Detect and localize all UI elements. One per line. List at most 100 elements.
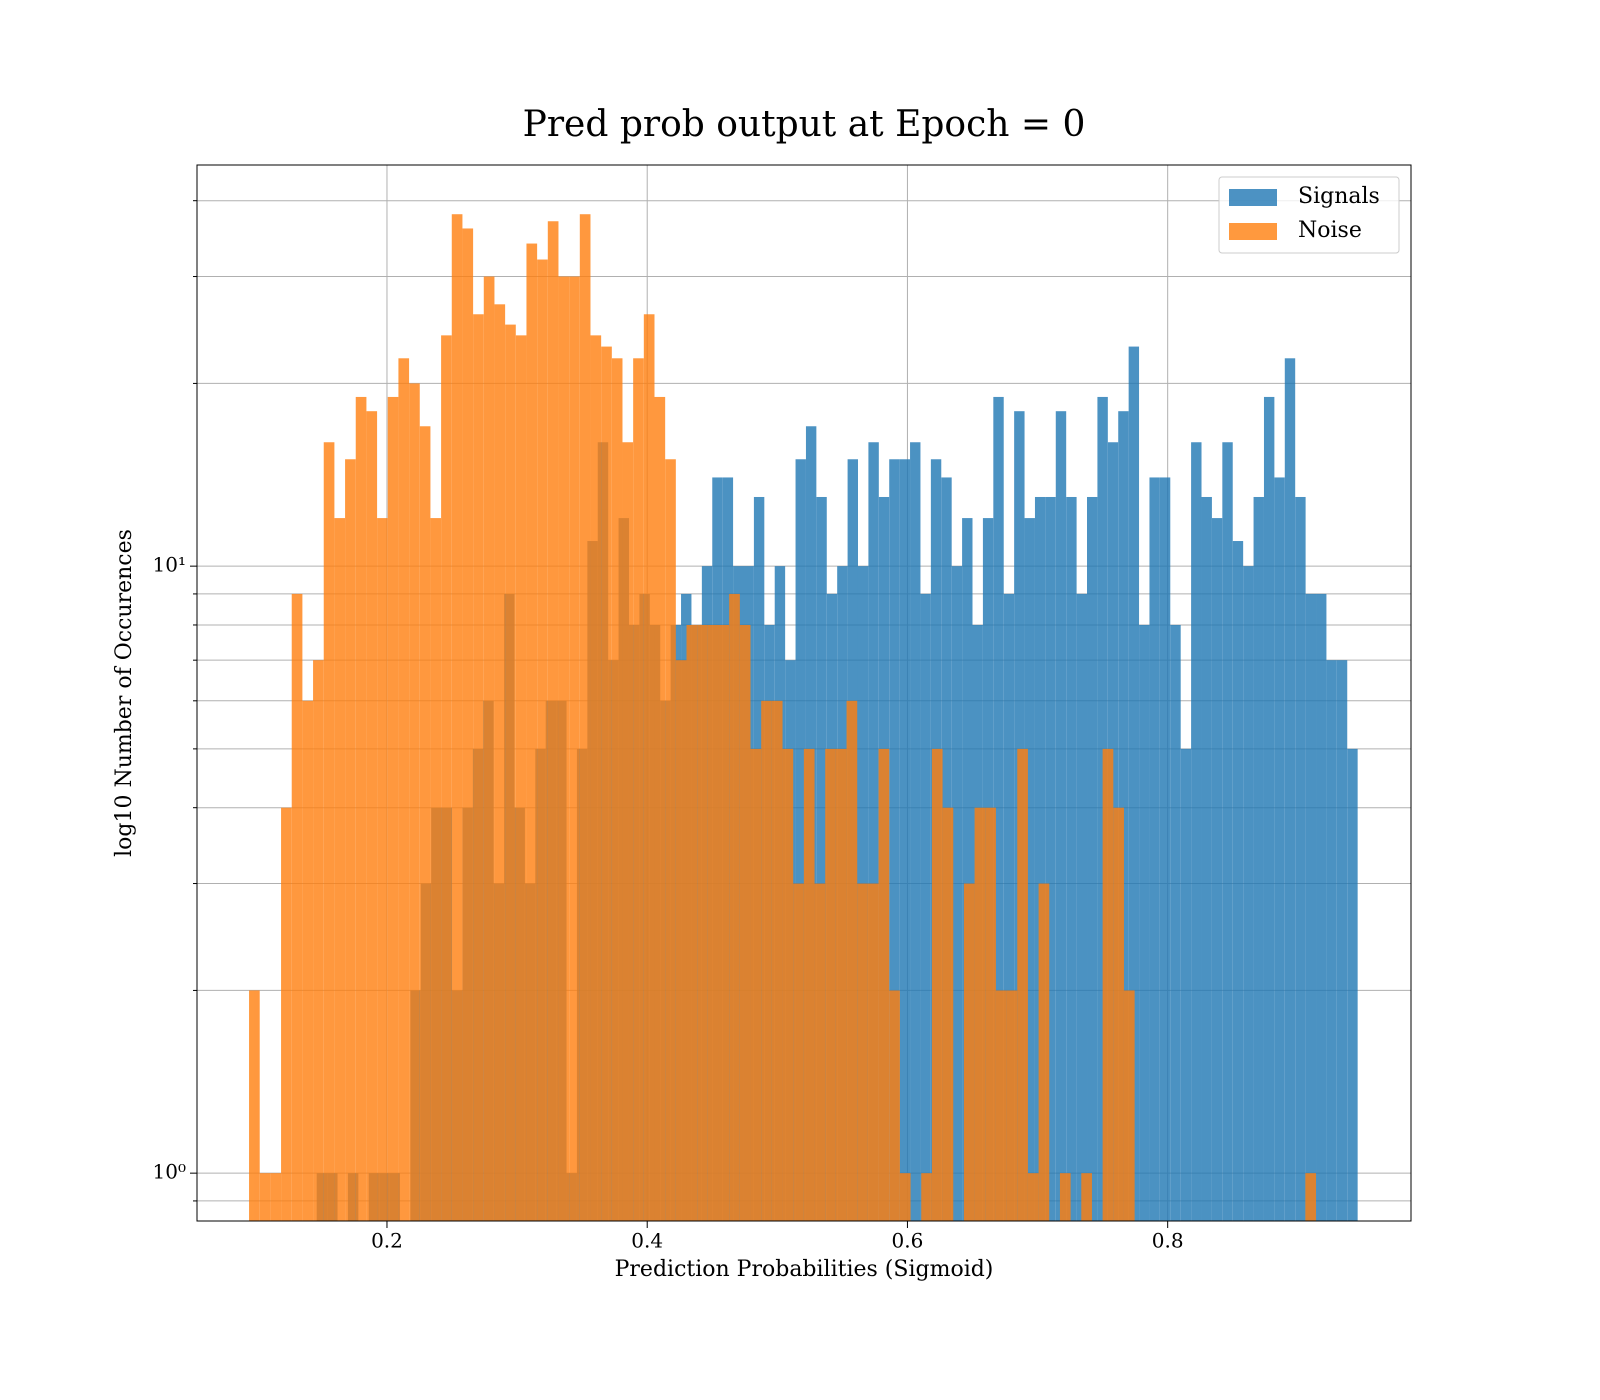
histogram-bar: [867, 883, 879, 1221]
histogram-bar: [1024, 518, 1035, 1221]
histogram-bar: [1295, 496, 1306, 1221]
histogram-bar: [249, 990, 260, 1221]
histogram-bar: [718, 624, 730, 1221]
histogram-bar: [1059, 1173, 1071, 1221]
histogram-bar: [942, 807, 954, 1221]
histogram-bar: [889, 459, 900, 1221]
histogram-bar: [259, 1173, 271, 1221]
histogram-bar: [878, 748, 890, 1221]
series-group: [249, 214, 1317, 1221]
y-axis-label: log10 Number of Occurences: [112, 529, 137, 857]
histogram-bar: [1180, 748, 1192, 1221]
histogram-bar: [1006, 990, 1018, 1221]
histogram-bar: [1191, 442, 1202, 1221]
histogram-bar: [974, 807, 986, 1221]
histogram-bar: [1305, 593, 1317, 1221]
histogram-bar: [409, 383, 420, 1221]
histogram-bar: [1081, 1173, 1092, 1221]
histogram-bar: [1274, 477, 1285, 1221]
histogram-bar: [430, 518, 442, 1221]
histogram-bar: [1222, 442, 1233, 1221]
x-tick-label: 0.8: [1152, 1229, 1184, 1253]
histogram-bar: [526, 243, 538, 1221]
histogram-bar: [920, 593, 931, 1221]
y-tick-label: 10⁰: [153, 1160, 186, 1184]
histogram-bar: [633, 358, 644, 1221]
histogram-bar: [451, 214, 463, 1221]
histogram-bar: [921, 1173, 932, 1221]
histogram-bar: [686, 624, 698, 1221]
histogram-bar: [1243, 566, 1254, 1221]
histogram-bar: [910, 442, 921, 1221]
histogram-bar: [355, 396, 367, 1221]
histogram-bar: [558, 276, 570, 1221]
histogram-bar: [846, 700, 858, 1221]
histogram-bar: [729, 593, 740, 1221]
histogram-bar: [1102, 748, 1114, 1221]
histogram-bar: [1045, 496, 1056, 1221]
histogram-bar: [739, 624, 751, 1221]
histogram-bar: [302, 700, 314, 1221]
histogram-bar: [1066, 496, 1077, 1221]
histogram-bar: [1017, 748, 1028, 1221]
histogram-bar: [1113, 807, 1124, 1221]
histogram-bar: [590, 335, 602, 1221]
x-tick-label: 0.2: [371, 1229, 403, 1253]
histogram-bar: [366, 411, 378, 1221]
histogram-bar: [345, 459, 356, 1221]
histogram-bar: [761, 700, 772, 1221]
histogram-bar: [1149, 477, 1160, 1221]
histogram-bar: [1232, 541, 1244, 1221]
plot-frame: [196, 164, 1412, 1222]
histogram-bar: [1170, 624, 1181, 1221]
histogram-bar: [1038, 883, 1050, 1221]
histogram-bar: [1123, 990, 1135, 1221]
histogram-bar: [473, 314, 484, 1221]
histogram-bar: [387, 396, 399, 1221]
histogram-bar: [857, 883, 868, 1221]
histogram-bar: [281, 807, 292, 1221]
histogram-bar: [675, 660, 687, 1221]
histogram-bar: [1305, 1173, 1317, 1221]
histogram-bar: [601, 346, 612, 1221]
histogram-bar: [1003, 593, 1015, 1221]
histogram-bar: [483, 276, 495, 1221]
histogram-bar: [793, 883, 804, 1221]
histogram-bar: [611, 358, 623, 1221]
legend-label: Noise: [1298, 218, 1362, 243]
histogram-bar: [1336, 660, 1348, 1221]
histogram-bar: [1316, 593, 1327, 1221]
histogram-bar: [622, 442, 634, 1221]
legend-swatch: [1229, 223, 1277, 240]
histogram-bar: [291, 593, 303, 1221]
histogram-bar: [931, 748, 943, 1221]
histogram-bar: [1211, 518, 1223, 1221]
histogram-bar: [963, 883, 975, 1221]
histogram-bar: [1253, 496, 1264, 1221]
histogram-bar: [962, 518, 973, 1221]
histogram-bar: [665, 459, 676, 1221]
histogram-bar: [899, 1173, 911, 1221]
histogram-bar: [825, 748, 836, 1221]
histogram-bar: [377, 518, 388, 1221]
histogram-bar: [835, 748, 847, 1221]
histogram-bar: [515, 335, 527, 1221]
histogram-bar: [1076, 593, 1088, 1221]
histogram-bar: [643, 314, 655, 1221]
histogram-bar: [569, 276, 580, 1221]
histogram-bar: [537, 259, 548, 1221]
histogram-bar: [899, 459, 911, 1221]
histogram-bar: [993, 396, 1004, 1221]
histogram-bar: [1139, 624, 1150, 1221]
y-tick-label: 10¹: [153, 553, 186, 577]
histogram-bar: [1034, 496, 1046, 1221]
histogram-bar: [1284, 358, 1296, 1221]
histogram-bar: [579, 214, 591, 1221]
histogram-bar: [1263, 396, 1275, 1221]
histogram-bar: [995, 990, 1007, 1221]
histogram-bar: [750, 748, 762, 1221]
histogram-bar: [782, 748, 794, 1221]
histogram-bar: [441, 335, 452, 1221]
histogram-bar: [816, 496, 827, 1221]
